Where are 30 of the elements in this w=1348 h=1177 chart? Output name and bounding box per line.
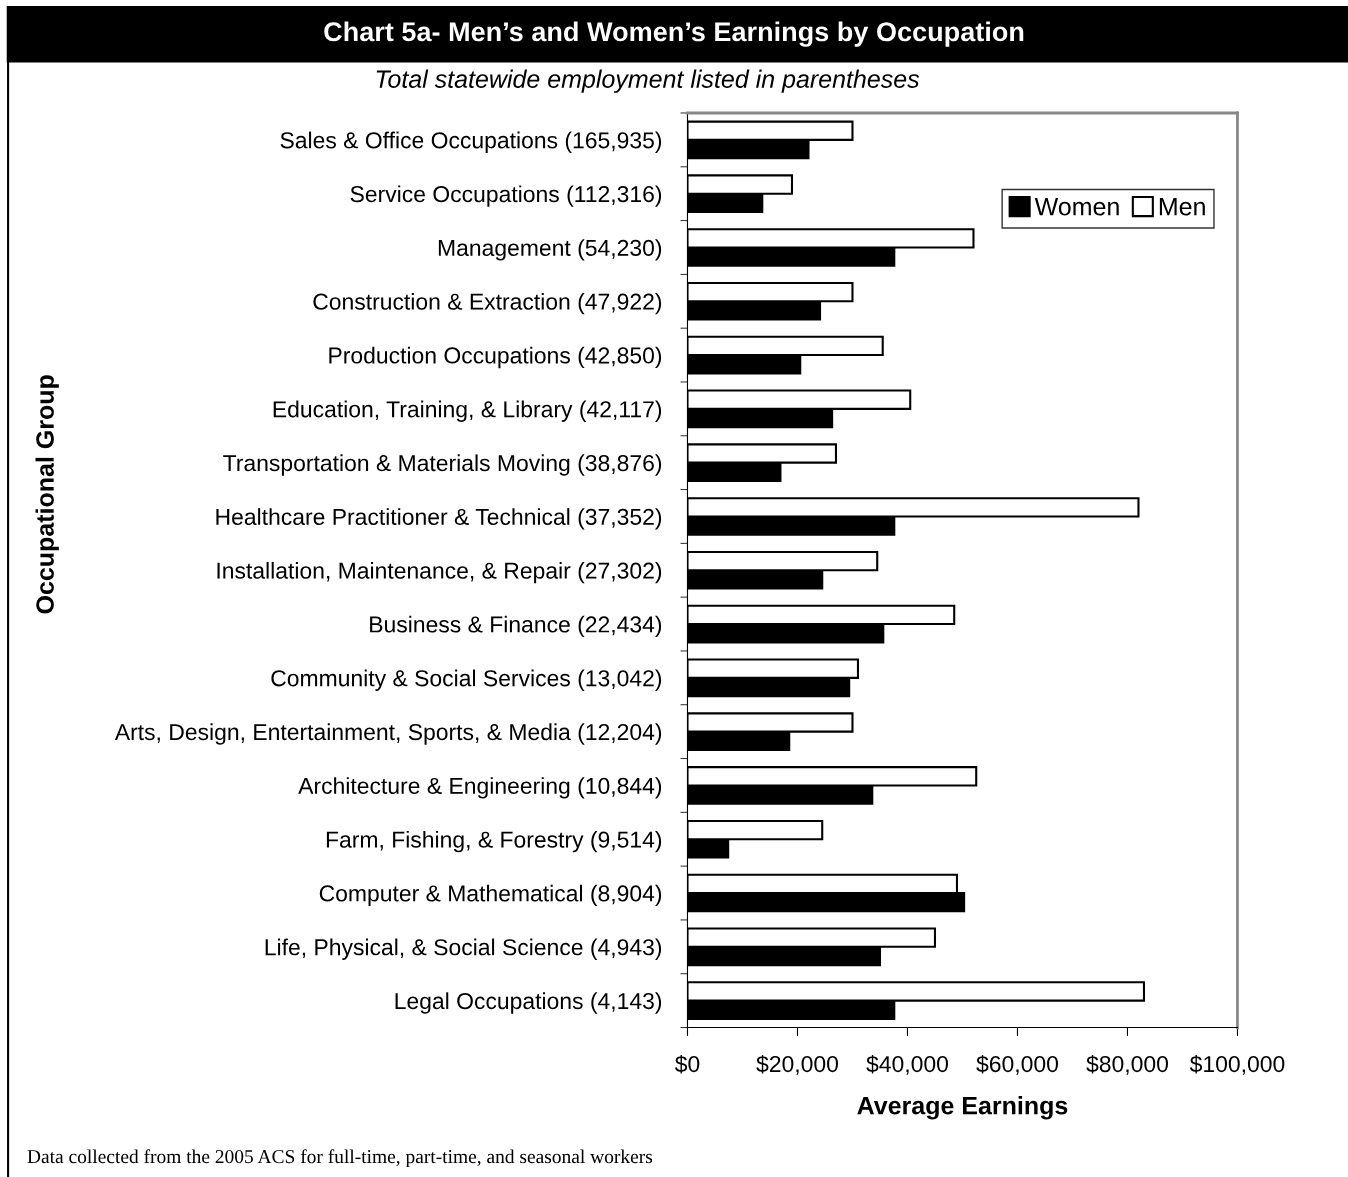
y-tick-label: Transportation & Materials Moving (38,876) [223,454,662,476]
y-tick-label: Healthcare Practitioner & Technical (37,352) [216,508,662,530]
x-tick-label: $60,000 [976,1054,1058,1075]
y-tick-label: Service Occupations (112,316) [350,185,662,207]
y-tick-label: Installation, Maintenance, & Repair (27,302) [217,561,662,584]
y-tick-label: Computer & Mathematical (8,904) [319,884,662,907]
x-tick-label: $0 [674,1054,700,1074]
y-tick-label: Management (54,230) [438,239,662,261]
chart-subtitle: Total statewide employment listed in parentheses [376,69,920,93]
x-tick-label: $20,000 [756,1054,838,1075]
y-axis-title: Occupational Group [35,375,59,614]
x-tick-label: $80,000 [1086,1054,1168,1075]
legend-label: Men [1159,198,1205,216]
text: Data collected from the 2005 ACS for full-time, part-time, and seasonal workers [27,1149,653,1168]
y-tick-label: Arts, Design, Entertainment, Sports, & Media (12,204) [114,723,662,745]
x-tick-label: $40,000 [866,1054,948,1075]
y-tick-label: Architecture & Engineering (10,844) [298,777,662,799]
y-tick-label: Education, Training, & Library (42,117) [273,400,662,422]
x-axis-title: Average Earnings [857,1096,1068,1120]
y-tick-label: Farm, Fishing, & Forestry (9,514) [326,830,662,853]
y-tick-label: Legal Occupations (4,143) [395,992,662,1014]
y-tick-label: Production Occupations (42,850) [329,346,662,369]
y-tick-label: Community & Social Services (13,042) [271,669,662,691]
y-tick-label: Construction & Extraction (47,922) [313,292,662,315]
x-tick-label: $100,000 [1189,1054,1285,1075]
chart-title: Chart 5a- Men’s and Women’s Earnings by Occupation [324,21,1024,47]
y-tick-label: Life, Physical, & Social Science (4,943) [265,938,662,960]
y-tick-label: Business & Finance (22,434) [370,615,662,638]
y-tick-label: Sales & Office Occupations (165,935) [280,131,662,153]
legend-label: Women [1034,198,1119,216]
